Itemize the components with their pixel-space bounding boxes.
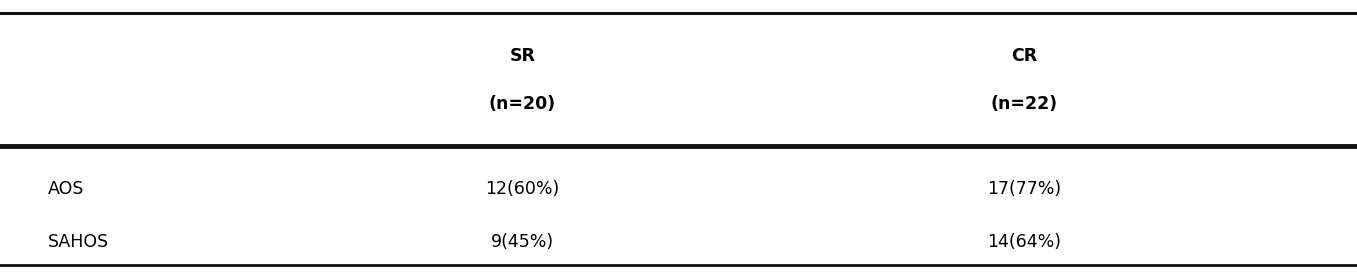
Text: 14(64%): 14(64%) bbox=[988, 233, 1061, 251]
Text: SR: SR bbox=[509, 47, 536, 64]
Text: 17(77%): 17(77%) bbox=[988, 180, 1061, 198]
Text: 12(60%): 12(60%) bbox=[486, 180, 559, 198]
Text: CR: CR bbox=[1011, 47, 1038, 64]
Text: (n=20): (n=20) bbox=[489, 95, 556, 113]
Text: SAHOS: SAHOS bbox=[47, 233, 109, 251]
Text: 9(45%): 9(45%) bbox=[491, 233, 554, 251]
Text: (n=22): (n=22) bbox=[991, 95, 1058, 113]
Text: AOS: AOS bbox=[47, 180, 84, 198]
